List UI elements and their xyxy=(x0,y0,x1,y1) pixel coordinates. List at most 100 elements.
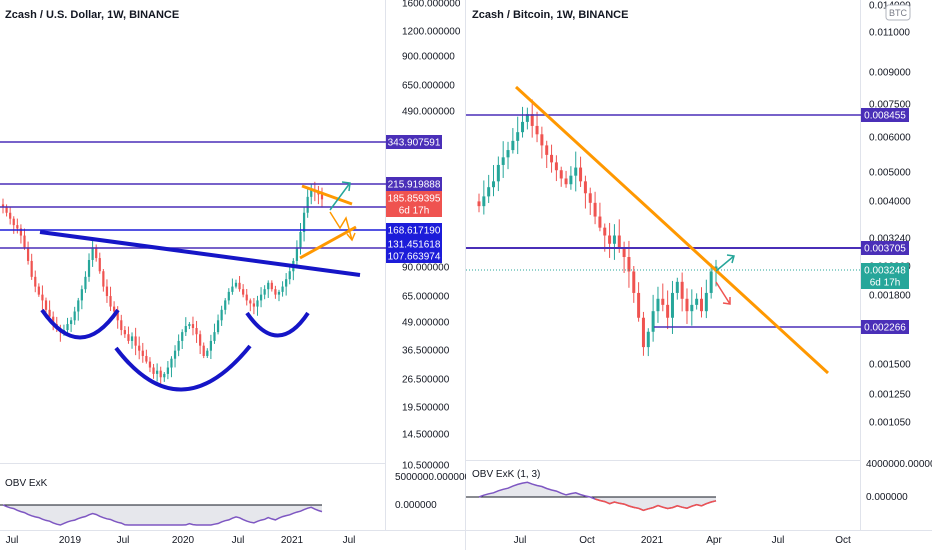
level-label-0.002266: 0.002266 xyxy=(864,323,906,334)
candle-body xyxy=(5,207,8,213)
current-price-label: 185.859395 xyxy=(388,194,441,205)
candle-body xyxy=(274,289,277,295)
candle-body xyxy=(559,170,563,179)
candle-body xyxy=(256,300,259,307)
left-candles-group xyxy=(1,181,324,387)
right-chart-title: Zcash / Bitcoin, 1W, BINANCE xyxy=(472,9,629,21)
candle-body xyxy=(252,303,256,307)
price-tick: 14.500000 xyxy=(402,430,450,441)
candle-body xyxy=(641,317,645,348)
right-obv-tick-zero: 0.000000 xyxy=(866,492,908,503)
candle-body xyxy=(675,281,679,293)
level-label-215: 215.919888 xyxy=(388,180,441,191)
neckline-trendline xyxy=(39,230,361,277)
candle-body xyxy=(209,340,212,351)
time-tick: Apr xyxy=(706,535,722,546)
candle-body xyxy=(263,289,266,295)
price-tick: 0.005000 xyxy=(869,168,911,179)
candle-body xyxy=(231,286,234,292)
currency-badge[interactable] xyxy=(885,4,911,21)
candle-body xyxy=(216,320,220,333)
price-tick: 90.000000 xyxy=(402,263,450,274)
left-price-axis[interactable]: 1600.000000 1200.000000 900.000000 650.0000… xyxy=(402,0,461,472)
price-tick: 0.007500 xyxy=(869,100,911,111)
right-candles-group xyxy=(477,99,718,357)
level-label-bg xyxy=(386,177,442,191)
down-projection-arrow xyxy=(715,281,731,305)
time-tick: Jul xyxy=(117,535,130,546)
right-time-axis[interactable]: Jul Oct 2021 Apr Jul Oct xyxy=(514,535,851,546)
candle-body xyxy=(295,247,299,261)
candle-body xyxy=(44,300,48,310)
price-tick: 0.001050 xyxy=(869,418,911,429)
candle-body xyxy=(277,291,281,295)
candle-body xyxy=(234,282,238,287)
time-tick: 2021 xyxy=(281,535,304,546)
candle-body xyxy=(69,320,73,325)
candle-body xyxy=(651,311,655,332)
candle-body xyxy=(238,282,241,290)
candle-body xyxy=(521,121,525,133)
level-label-131: 131.451618 xyxy=(388,240,441,251)
candle-body xyxy=(91,247,94,260)
candle-body xyxy=(224,300,227,310)
left-shoulder-arc xyxy=(40,308,120,340)
candle-body xyxy=(109,296,112,307)
left-chart-svg[interactable]: 1600.000000 1200.000000 900.000000 650.0000… xyxy=(0,0,466,550)
candle-body xyxy=(12,218,15,226)
candle-body xyxy=(220,309,223,321)
candle-body xyxy=(501,157,505,165)
candle-body xyxy=(77,300,80,312)
candle-body xyxy=(52,316,55,325)
candle-body xyxy=(26,247,30,261)
candle-body xyxy=(156,370,159,374)
candle-body xyxy=(105,286,109,297)
candle-body xyxy=(622,248,626,258)
price-tick: 0.004000 xyxy=(869,197,911,208)
right-price-axis[interactable]: 0.0140000.0110000.0090000.0075000.006000… xyxy=(869,1,911,429)
candle-body xyxy=(579,167,583,182)
left-time-axis[interactable]: Jul 2019 Jul 2020 Jul 2021 Jul xyxy=(6,535,356,546)
right-obv-line-negative xyxy=(594,498,717,512)
candle-body xyxy=(608,235,612,244)
candle-body xyxy=(704,292,708,312)
candle-body xyxy=(661,298,665,305)
candle-body xyxy=(191,324,195,329)
right-chart-svg[interactable]: 0.0140000.0110000.0090000.0075000.006000… xyxy=(466,0,932,550)
candle-body xyxy=(270,282,273,290)
countdown-label: 6d 17h xyxy=(870,278,901,289)
head-arc xyxy=(114,344,252,392)
candle-body xyxy=(80,289,83,301)
candle-body xyxy=(130,336,134,341)
price-tick: 0.011000 xyxy=(869,28,910,39)
candle-body xyxy=(637,292,641,318)
candle-body xyxy=(98,258,101,272)
candle-body xyxy=(95,247,98,259)
candle-body xyxy=(285,279,288,287)
candle-body xyxy=(699,298,703,312)
candle-body xyxy=(709,271,713,293)
candle-body xyxy=(588,193,592,203)
candle-body xyxy=(206,350,209,356)
candle-body xyxy=(259,294,263,301)
price-tick: 0.003240 xyxy=(869,234,911,245)
candle-body xyxy=(66,324,69,331)
candle-body xyxy=(163,373,166,378)
candle-body xyxy=(511,140,515,151)
candle-body xyxy=(73,311,76,321)
price-tick: 36.500000 xyxy=(402,346,450,357)
candle-body xyxy=(145,355,148,362)
level-label-343: 343.907591 xyxy=(388,138,441,149)
candle-body xyxy=(34,276,37,287)
candle-body xyxy=(670,292,674,318)
candle-body xyxy=(267,282,270,290)
candle-body xyxy=(530,114,534,126)
candle-body xyxy=(646,331,650,348)
candle-body xyxy=(540,134,544,146)
time-tick: 2020 xyxy=(172,535,195,546)
down-arrow-head xyxy=(722,297,731,305)
candle-body xyxy=(23,235,26,248)
candle-body xyxy=(159,370,162,378)
candle-body xyxy=(141,350,144,356)
candle-body xyxy=(195,328,198,335)
